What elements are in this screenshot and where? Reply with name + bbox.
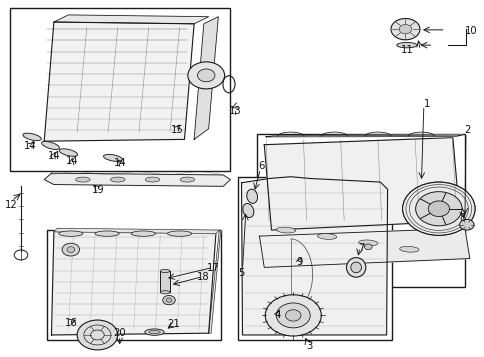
Ellipse shape [276, 227, 295, 233]
Ellipse shape [59, 231, 83, 236]
Circle shape [285, 310, 301, 321]
Circle shape [77, 320, 118, 350]
Circle shape [363, 244, 371, 250]
Ellipse shape [76, 177, 90, 182]
Text: 4: 4 [274, 310, 280, 321]
Text: 14: 14 [66, 156, 78, 166]
Polygon shape [208, 230, 220, 333]
Polygon shape [194, 17, 218, 139]
Text: 7: 7 [357, 243, 363, 253]
Bar [237, 177, 392, 340]
Ellipse shape [160, 291, 169, 294]
Polygon shape [44, 173, 230, 186]
Text: 12: 12 [5, 200, 18, 210]
Bar [10, 8, 230, 171]
Ellipse shape [358, 240, 377, 246]
Polygon shape [241, 177, 387, 335]
Ellipse shape [242, 203, 253, 217]
Text: 1: 1 [423, 99, 429, 109]
Ellipse shape [246, 189, 257, 203]
Circle shape [197, 69, 214, 82]
Circle shape [166, 298, 171, 302]
Circle shape [415, 192, 461, 226]
Text: 20: 20 [113, 328, 126, 338]
Circle shape [390, 19, 419, 40]
Ellipse shape [317, 233, 336, 239]
Polygon shape [259, 228, 469, 267]
Polygon shape [54, 15, 208, 24]
Ellipse shape [145, 329, 164, 335]
Text: 15: 15 [170, 126, 183, 136]
Circle shape [398, 25, 411, 34]
Circle shape [187, 62, 224, 89]
Ellipse shape [149, 331, 160, 334]
Polygon shape [264, 137, 459, 230]
Polygon shape [44, 22, 194, 141]
Circle shape [162, 296, 175, 305]
Circle shape [402, 182, 474, 235]
Ellipse shape [160, 270, 169, 272]
Text: 11: 11 [400, 45, 412, 55]
Polygon shape [51, 232, 215, 335]
Ellipse shape [95, 231, 119, 236]
Circle shape [62, 243, 79, 256]
Ellipse shape [396, 42, 416, 48]
Bar [160, 271, 169, 292]
Ellipse shape [167, 231, 191, 236]
Text: 18: 18 [196, 272, 209, 282]
Text: 5: 5 [237, 268, 244, 278]
Ellipse shape [23, 133, 41, 141]
Circle shape [67, 247, 75, 252]
Ellipse shape [110, 177, 125, 182]
Ellipse shape [131, 231, 155, 236]
Text: 3: 3 [305, 341, 312, 351]
Circle shape [265, 295, 321, 336]
Bar [257, 134, 464, 287]
Ellipse shape [42, 141, 60, 150]
Text: 21: 21 [167, 318, 180, 328]
Ellipse shape [103, 155, 122, 161]
Ellipse shape [350, 262, 361, 273]
Text: 9: 9 [296, 257, 302, 267]
Text: 14: 14 [114, 158, 127, 168]
Text: 19: 19 [92, 185, 105, 195]
Text: 10: 10 [464, 26, 476, 36]
Text: 6: 6 [258, 161, 264, 171]
Ellipse shape [399, 246, 418, 252]
Ellipse shape [59, 149, 77, 156]
Text: 17: 17 [207, 263, 219, 273]
Ellipse shape [145, 177, 159, 182]
Ellipse shape [180, 177, 194, 182]
Text: 14: 14 [24, 141, 37, 151]
Polygon shape [265, 135, 462, 137]
Text: 8: 8 [458, 213, 465, 223]
Circle shape [276, 303, 310, 328]
Text: 2: 2 [464, 126, 470, 136]
Text: 16: 16 [64, 317, 77, 327]
Ellipse shape [346, 258, 365, 277]
Polygon shape [54, 228, 219, 233]
Text: 14: 14 [47, 151, 60, 161]
Circle shape [427, 201, 449, 217]
Text: 13: 13 [228, 106, 241, 116]
Circle shape [459, 220, 473, 230]
Bar [46, 230, 220, 340]
